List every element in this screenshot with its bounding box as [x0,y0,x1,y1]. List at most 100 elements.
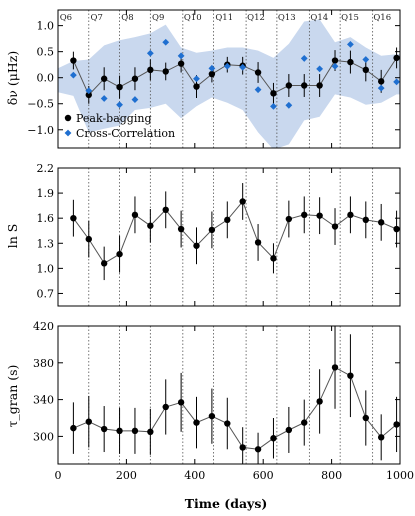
y-tick-label: 2.2 [37,162,55,175]
y-tick-label: 1.0 [37,262,55,275]
cross-correlation-point [131,96,139,103]
cross-correlation-point [146,49,154,57]
data-point [239,198,246,205]
y-tick-label: 0.7 [37,287,55,300]
data-point [162,68,169,75]
data-point [331,57,339,64]
data-point [347,211,354,219]
data-point [301,82,308,89]
cross-correlation-point [362,56,370,63]
data-point [100,260,108,267]
data-point [147,428,154,435]
data-point [85,235,92,243]
cross-correlation-point [270,102,277,110]
data-point [100,75,108,82]
data-point [177,225,185,233]
y-tick-label: 380 [33,357,54,370]
y-tick-label: 0.5 [37,46,55,59]
data-point [116,427,123,435]
data-point [331,364,339,371]
data-point [147,222,154,229]
y-tick-label: −1.0 [27,124,54,137]
data-point [70,424,77,432]
y-tick-label: 420 [33,320,54,333]
y-tick-label: 1.9 [37,187,55,200]
cross-correlation-point [316,65,324,73]
data-point [85,91,92,99]
x-tick-label: 600 [253,469,274,482]
data-point [377,434,385,441]
x-tick-label: 800 [321,469,342,482]
legend-label: Peak-bagging [76,112,152,125]
axes-frame [57,9,401,149]
data-point [224,420,231,427]
data-point [224,216,231,224]
series-line [72,57,398,96]
cross-correlation-point [254,86,262,94]
legend-marker-peak-bagging [64,114,72,122]
data-point [301,419,308,426]
cross-correlation-point [393,78,400,86]
panel-log-s: 0.7 1.0 1.3 1.6 1.9 2.2 [37,162,401,307]
x-tick-label: 400 [184,469,205,482]
data-point [193,83,200,90]
cross-correlation-point [177,52,185,60]
y-tick-label: 340 [33,394,54,407]
plot-area [70,168,400,306]
quarter-label: Q10 [184,13,202,23]
data-point [208,226,216,234]
data-point [147,66,154,74]
data-point [85,418,92,425]
quarter-label: Q16 [373,13,391,23]
x-tick-label: 200 [116,469,137,482]
cross-correlation-point [100,95,108,102]
data-point [377,78,385,85]
cross-correlation-point [223,62,231,70]
data-point [239,444,246,451]
data-point [301,211,308,219]
cross-correlation-point [377,84,385,92]
panel-frequency-shift: Q6 Q7 Q8 Q9 Q10 Q11 Q12 Q13 Q14 Q15 Q16 −1.0 −0.5 0.0… [27,9,401,149]
y-tick-label: 1.6 [37,212,55,225]
y-tick-label: 0.0 [37,72,55,85]
cross-correlation-point [208,64,216,72]
data-point [362,66,369,74]
data-point [285,82,293,89]
y-axis-label-frequency-shift: δν (μHz) [5,51,20,105]
data-point [362,216,369,224]
data-point [116,250,123,258]
data-point [285,215,293,223]
data-point [393,225,400,233]
data-point [100,425,108,433]
axes-frame [57,167,401,307]
quarter-label: Q15 [341,13,359,23]
data-point [393,54,400,62]
series-line [72,200,397,264]
data-point [316,82,323,89]
cross-correlation-point [162,38,170,46]
x-tick-label: 0 [55,469,62,482]
x-tick-label: 1000 [386,469,414,482]
series-line [73,366,397,450]
data-point [208,412,216,420]
cross-correlation-point [285,101,293,109]
quarter-label: Q7 [90,13,102,23]
uncertainty-band [58,19,400,148]
data-point [331,223,339,230]
y-tick-label: 1.0 [37,20,55,33]
cross-correlation-point [331,62,339,70]
data-point [131,211,139,219]
cross-correlation-point [193,75,200,83]
data-point [377,219,385,226]
data-point [254,69,262,76]
quarter-label: Q6 [60,13,72,23]
data-point [254,239,262,246]
data-point [177,60,185,67]
data-point [347,58,354,66]
data-point [131,427,139,435]
data-point [393,421,400,428]
y-tick-label: 300 [33,430,54,443]
data-point [70,57,77,64]
data-point [270,90,277,97]
